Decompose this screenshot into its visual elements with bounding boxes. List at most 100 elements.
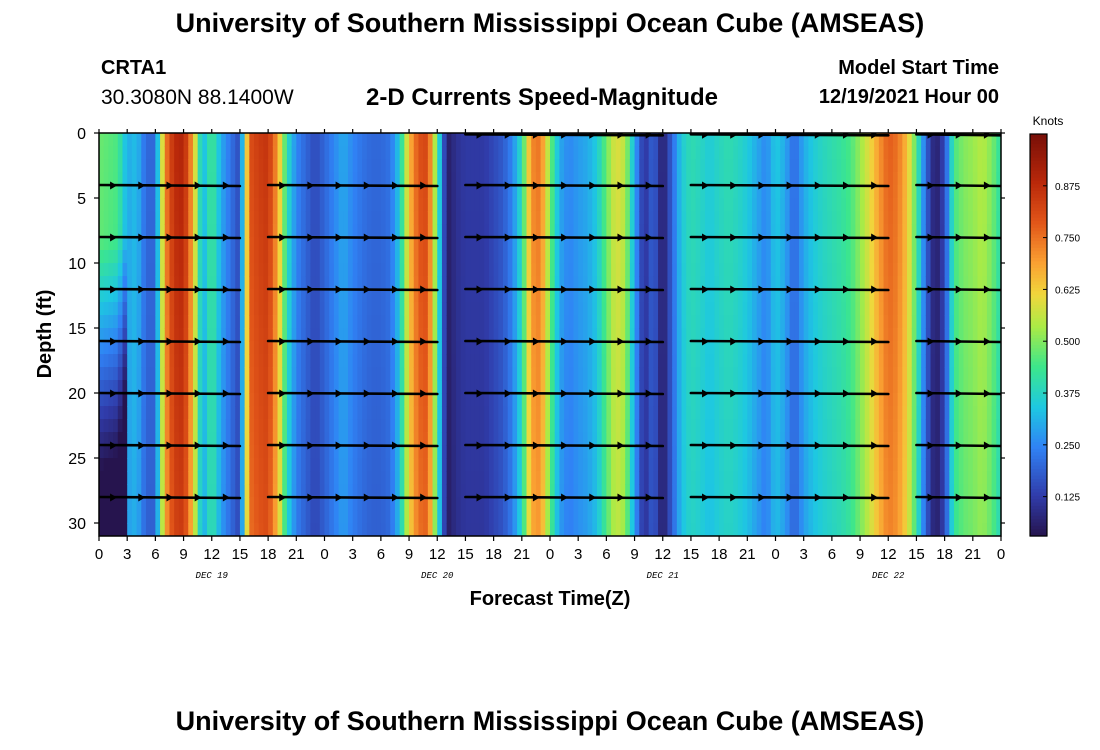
heatmap-cell: [169, 289, 175, 303]
heatmap-cell: [432, 471, 438, 485]
heatmap-cell: [775, 393, 781, 407]
heatmap-cell: [831, 393, 838, 407]
heatmap-cell: [244, 445, 250, 459]
heatmap-cell: [192, 328, 199, 342]
heatmap-cell: [648, 458, 654, 472]
heatmap-cell: [521, 432, 528, 446]
heatmap-cell: [596, 315, 603, 329]
heatmap-cell: [432, 406, 438, 420]
heatmap-cell: [117, 185, 124, 199]
heatmap-cell: [164, 263, 171, 277]
heatmap-cell: [474, 380, 481, 394]
heatmap-cell: [127, 380, 133, 394]
heatmap-cell: [747, 315, 753, 329]
heatmap-cell: [803, 354, 809, 368]
heatmap-cell: [427, 263, 434, 277]
heatmap-cell: [780, 250, 786, 264]
heatmap-cell: [437, 185, 443, 199]
heatmap-cell: [690, 328, 697, 342]
heatmap-cell: [775, 172, 781, 186]
heatmap-cell: [362, 146, 368, 160]
heatmap-cell: [197, 172, 203, 186]
heatmap-cell: [211, 302, 218, 316]
heatmap-cell: [488, 393, 495, 407]
heatmap-cell: [517, 185, 523, 199]
heatmap-cell: [705, 471, 711, 485]
heatmap-cell: [305, 250, 312, 264]
heatmap-cell: [244, 406, 250, 420]
heatmap-cell: [672, 367, 678, 381]
heatmap-cell: [629, 497, 636, 511]
heatmap-cell: [230, 133, 236, 147]
heatmap-cell: [690, 250, 697, 264]
heatmap-cell: [338, 419, 344, 433]
heatmap-cell: [141, 276, 147, 290]
heatmap-cell: [587, 198, 593, 212]
heatmap-cell: [681, 250, 687, 264]
heatmap-cell: [798, 146, 805, 160]
heatmap-cell: [587, 484, 593, 498]
heatmap-cell: [681, 380, 687, 394]
heatmap-cell: [540, 458, 546, 472]
heatmap-cell: [695, 133, 701, 147]
heatmap-cell: [742, 263, 748, 277]
heatmap-cell: [441, 341, 448, 355]
heatmap-cell: [634, 419, 640, 433]
model-start-value: 12/19/2021 Hour 00: [818, 86, 999, 108]
heatmap-cell: [291, 211, 297, 225]
heatmap-cell: [484, 185, 490, 199]
heatmap-cell: [409, 406, 415, 420]
heatmap-cell: [286, 510, 293, 524]
heatmap-cell: [352, 510, 358, 524]
heatmap-cell: [282, 289, 288, 303]
heatmap-cell: [770, 289, 777, 303]
heatmap-cell: [507, 289, 514, 303]
heatmap-cell: [169, 497, 175, 511]
heatmap-cell: [145, 445, 152, 459]
heatmap-cell: [531, 276, 537, 290]
heatmap-cell: [756, 146, 763, 160]
heatmap-cell: [672, 458, 678, 472]
heatmap-cell: [845, 250, 852, 264]
heatmap-cell: [836, 523, 842, 536]
heatmap-cell: [709, 289, 716, 303]
heatmap-cell: [310, 510, 316, 524]
heatmap-cell: [550, 484, 556, 498]
heatmap-cell: [315, 263, 321, 277]
heatmap-cell: [841, 380, 847, 394]
heatmap-cell: [136, 146, 142, 160]
heatmap-cell: [174, 471, 180, 485]
heatmap-cell: [296, 250, 302, 264]
heatmap-cell: [192, 380, 199, 394]
heatmap-cell: [451, 172, 457, 186]
heatmap-cell: [672, 484, 678, 498]
heatmap-cell: [366, 484, 373, 498]
heatmap-cell: [470, 471, 476, 485]
heatmap-cell: [611, 328, 617, 342]
heatmap-cell: [178, 263, 185, 277]
heatmap-cell: [714, 133, 720, 147]
heatmap-cell: [376, 289, 382, 303]
heatmap-cell: [437, 276, 443, 290]
heatmap-cell: [451, 510, 457, 524]
heatmap-cell: [197, 185, 203, 199]
heatmap-cell: [385, 146, 391, 160]
heatmap-cell: [258, 458, 265, 472]
heatmap-cell: [235, 159, 241, 173]
heatmap-cell: [258, 484, 265, 498]
heatmap-cell: [338, 250, 344, 264]
heatmap-cell: [705, 367, 711, 381]
heatmap-cell: [752, 172, 758, 186]
heatmap-cell: [761, 471, 767, 485]
heatmap-cell: [615, 380, 622, 394]
heatmap-cell: [550, 419, 556, 433]
heatmap-cell: [301, 445, 307, 459]
heatmap-cell: [531, 263, 537, 277]
heatmap-cell: [723, 250, 730, 264]
heatmap-cell: [690, 419, 697, 433]
heatmap-cell: [742, 315, 748, 329]
heatmap-cell: [470, 237, 476, 251]
heatmap-cell: [366, 185, 373, 199]
heatmap-cell: [103, 484, 109, 498]
heatmap-cell: [301, 393, 307, 407]
